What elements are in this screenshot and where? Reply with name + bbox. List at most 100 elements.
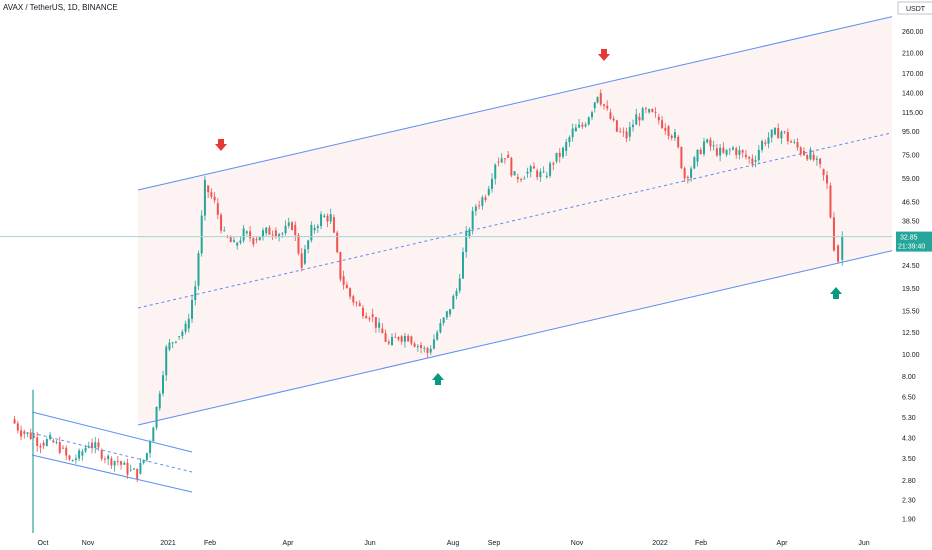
candle-body <box>523 178 526 180</box>
candle-body <box>709 139 712 147</box>
candle-body <box>673 132 676 138</box>
price-tick-label: 24.50 <box>902 263 920 270</box>
candle-body <box>680 147 683 169</box>
candle-body <box>123 462 126 465</box>
candle-body <box>458 278 461 291</box>
price-tick-label: 10.00 <box>902 352 920 359</box>
candle-body <box>715 148 718 156</box>
currency-box[interactable] <box>897 1 932 15</box>
candle-body <box>837 245 840 262</box>
price-tick-label: 5.30 <box>902 415 916 422</box>
candle-body <box>526 171 529 174</box>
time-tick-label: Feb <box>204 540 216 547</box>
candle-body <box>806 155 809 160</box>
candle-body <box>142 459 145 463</box>
candle-body <box>413 343 416 347</box>
candle-body <box>223 230 226 232</box>
candle-body <box>410 336 413 344</box>
time-tick-label: Jun <box>858 540 869 547</box>
price-tick-label: 38.50 <box>902 218 920 225</box>
candle-body <box>332 217 335 233</box>
candle-body <box>149 441 152 453</box>
price-tick-label: 1.90 <box>902 516 916 523</box>
desc-channel-mid-line[interactable] <box>31 432 193 473</box>
candle-body <box>809 149 812 160</box>
candle-body <box>481 197 484 206</box>
candle-body <box>565 142 568 151</box>
candle-body <box>793 142 796 143</box>
candle-body <box>174 341 177 343</box>
currency-label: USDT <box>906 6 926 13</box>
time-tick-label: Nov <box>82 540 95 547</box>
candle-body <box>113 461 116 466</box>
candle-body <box>426 347 429 353</box>
candle-body <box>683 168 686 179</box>
candle-body <box>702 141 705 155</box>
candle-body <box>841 236 844 260</box>
candle-body <box>770 129 773 138</box>
candle-body <box>232 240 235 243</box>
candle-body <box>342 276 345 285</box>
candle-body <box>503 158 506 160</box>
candle-body <box>722 147 725 153</box>
candle-body <box>81 451 84 456</box>
desc-channel-lower-line[interactable] <box>31 454 193 493</box>
candle-body <box>294 224 297 236</box>
candle-body <box>68 455 71 460</box>
current-price-value: 32.85 <box>900 235 918 242</box>
candle-body <box>641 108 644 121</box>
candle-body <box>754 160 757 162</box>
candle-body <box>20 430 23 437</box>
candle-body <box>777 128 780 139</box>
candle-body <box>403 335 406 342</box>
price-tick-label: 2.80 <box>902 478 916 485</box>
price-tick-label: 6.50 <box>902 395 916 402</box>
price-tick-label: 95.00 <box>902 129 920 136</box>
candle-body <box>587 117 590 125</box>
candle-body <box>767 137 770 144</box>
desc-channel-upper-line[interactable] <box>31 411 193 453</box>
candle-body <box>355 302 358 304</box>
channel-lower-line[interactable] <box>137 249 896 426</box>
candle-body <box>110 458 113 466</box>
candle-body <box>635 114 638 125</box>
candle-body <box>812 154 815 160</box>
candle-body <box>371 314 374 317</box>
candle-body <box>152 427 155 442</box>
candle-body <box>491 178 494 189</box>
candle-body <box>316 226 319 228</box>
trendlines-layer <box>0 15 896 493</box>
candle-body <box>265 227 268 234</box>
candle-body <box>78 450 81 459</box>
candle-body <box>184 323 187 332</box>
price-tick-label: 15.50 <box>902 309 920 316</box>
candle-body <box>625 131 628 139</box>
candle-body <box>168 342 171 350</box>
price-axis[interactable] <box>892 0 932 550</box>
price-tick-label: 4.30 <box>902 436 916 443</box>
candle-body <box>558 152 561 157</box>
candle-body <box>693 157 696 169</box>
chart-title: AVAX / TetherUS, 1D, BINANCE <box>3 3 118 12</box>
buy-arrow-icon <box>830 287 842 299</box>
candle-body <box>297 235 300 254</box>
channel-upper-line[interactable] <box>137 15 896 191</box>
candle-body <box>187 318 190 329</box>
candle-body <box>738 150 741 155</box>
candle-body <box>139 462 142 474</box>
candle-body <box>622 131 625 133</box>
candle-body <box>61 447 64 449</box>
candle-body <box>100 450 103 459</box>
price-tick-label: 46.50 <box>902 200 920 207</box>
candle-body <box>378 322 381 328</box>
candle-body <box>329 214 332 222</box>
candle-body <box>773 128 776 135</box>
candle-body <box>799 147 802 155</box>
candle-body <box>699 149 702 155</box>
candle-body <box>26 432 29 434</box>
price-tick-label: 140.00 <box>902 90 924 97</box>
time-axis[interactable] <box>0 537 892 550</box>
sell-arrow-icon <box>215 139 227 151</box>
candle-body <box>819 158 822 165</box>
